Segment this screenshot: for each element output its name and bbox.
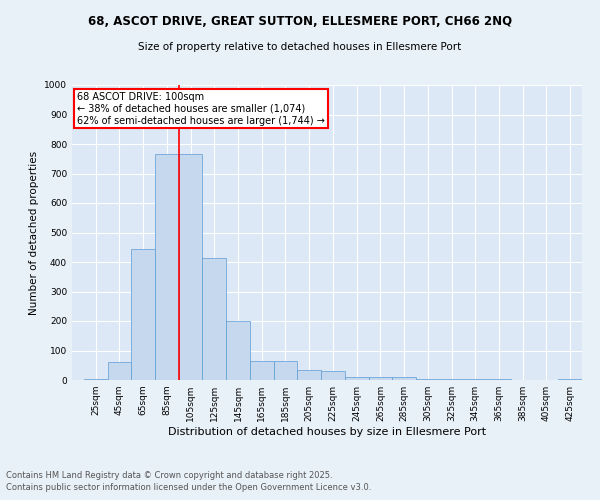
Text: 68, ASCOT DRIVE, GREAT SUTTON, ELLESMERE PORT, CH66 2NQ: 68, ASCOT DRIVE, GREAT SUTTON, ELLESMERE… [88,15,512,28]
Y-axis label: Number of detached properties: Number of detached properties [29,150,38,314]
Bar [84,378,107,380]
Bar [179,154,202,380]
Text: Size of property relative to detached houses in Ellesmere Port: Size of property relative to detached ho… [139,42,461,52]
Bar [321,371,345,380]
Bar [298,370,321,380]
Bar [463,378,487,380]
Bar [487,378,511,380]
Bar [392,377,416,380]
Bar [155,154,179,380]
Bar [274,361,298,380]
Text: Contains HM Land Registry data © Crown copyright and database right 2025.: Contains HM Land Registry data © Crown c… [6,471,332,480]
Text: 68 ASCOT DRIVE: 100sqm
← 38% of detached houses are smaller (1,074)
62% of semi-: 68 ASCOT DRIVE: 100sqm ← 38% of detached… [77,92,325,126]
Bar [368,377,392,380]
Bar [131,248,155,380]
Bar [440,378,463,380]
Text: Contains public sector information licensed under the Open Government Licence v3: Contains public sector information licen… [6,484,371,492]
Bar [558,378,582,380]
Bar [107,362,131,380]
Bar [345,377,368,380]
X-axis label: Distribution of detached houses by size in Ellesmere Port: Distribution of detached houses by size … [168,427,486,437]
Bar [202,258,226,380]
Bar [250,361,274,380]
Bar [226,321,250,380]
Bar [416,378,440,380]
